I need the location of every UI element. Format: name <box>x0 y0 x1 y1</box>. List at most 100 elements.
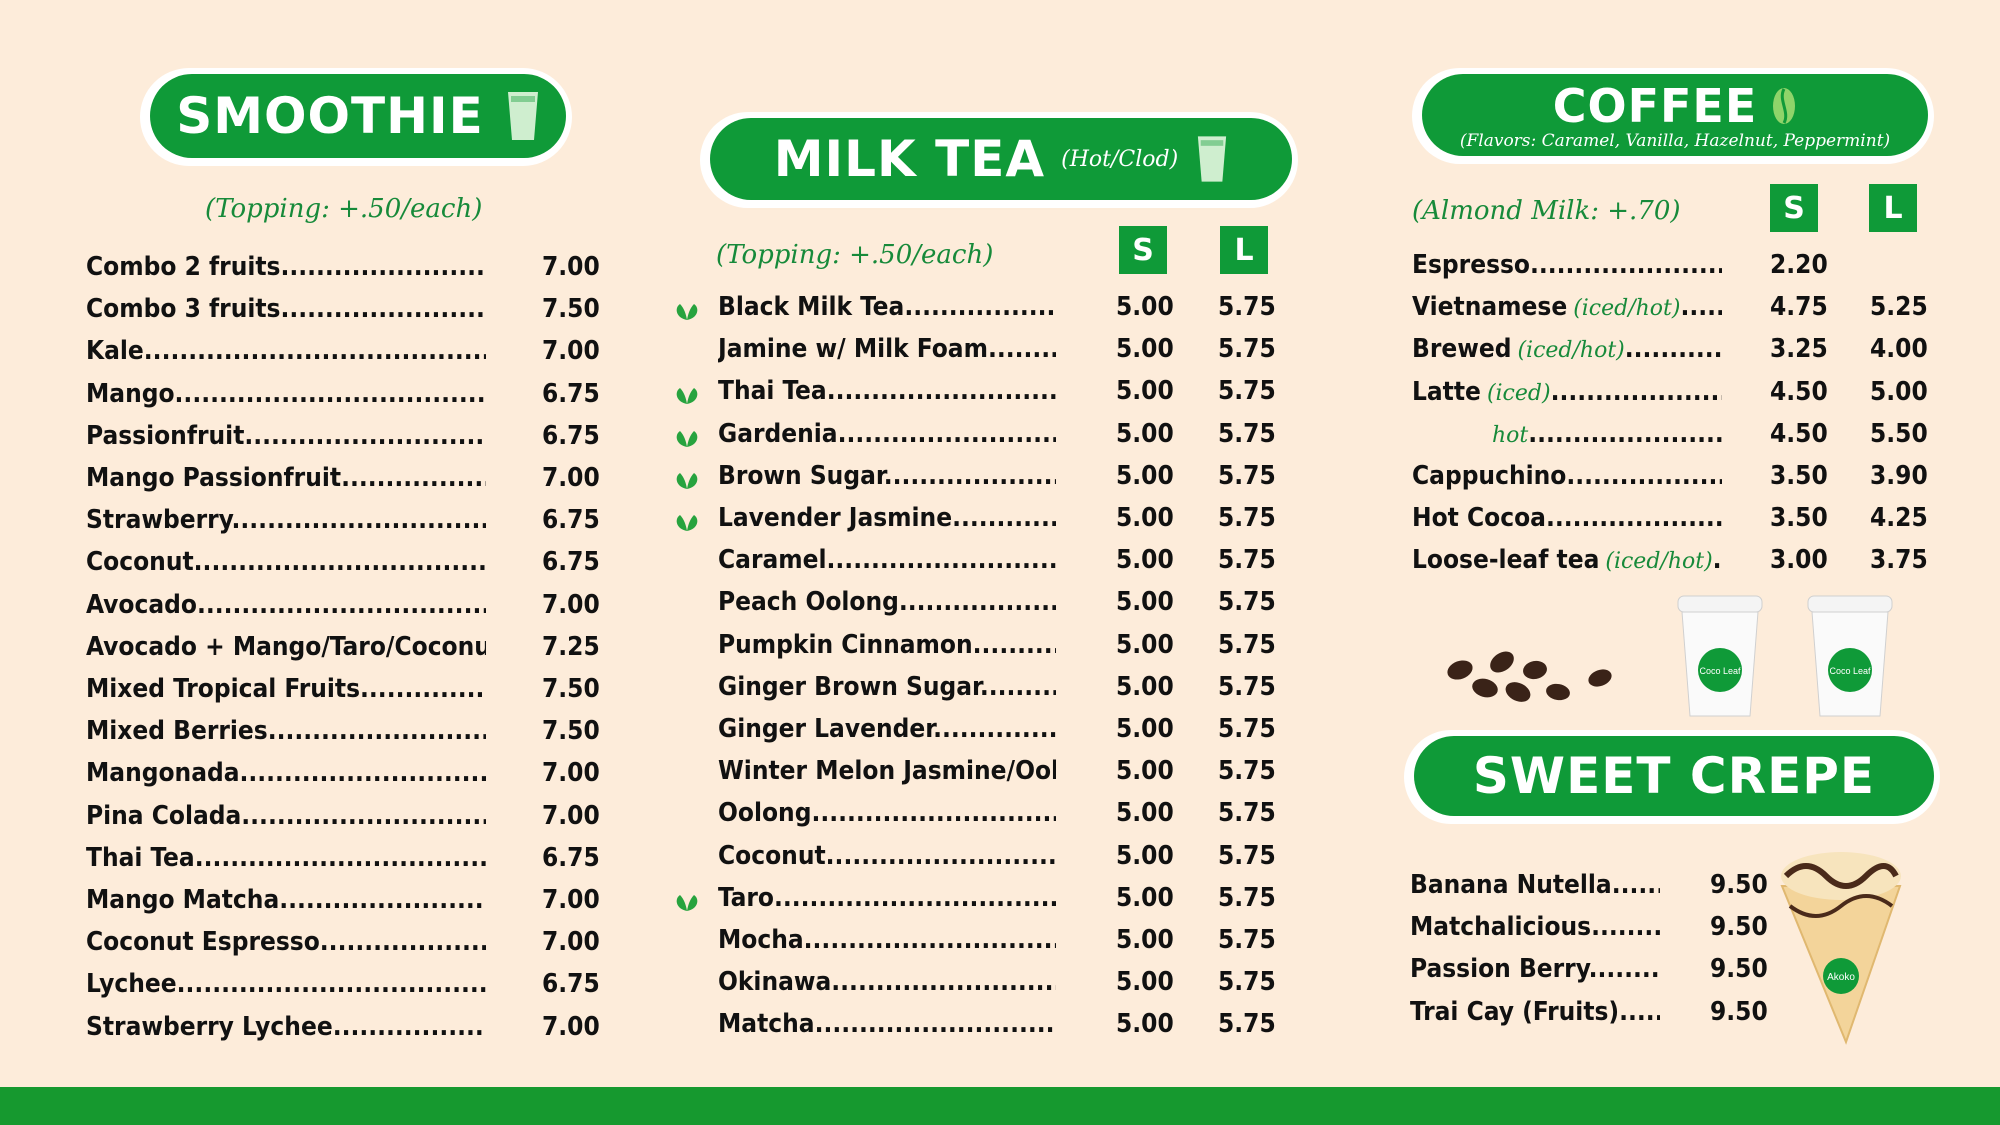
price-small: 5.00 <box>1116 714 1174 744</box>
item-name-text: Avocado + Mango/Taro/Coconut <box>86 631 486 662</box>
leader-dots: ........................................… <box>1680 292 1722 323</box>
item-name: hot.....................................… <box>1412 419 1722 449</box>
item-name-text: Mango Passionfruit <box>86 463 342 493</box>
item-name-text: Mangonada <box>86 758 240 789</box>
item-name-text: Peach Oolong <box>718 587 899 618</box>
price-small: 3.25 <box>1770 334 1828 365</box>
leader-dots: ........................................… <box>826 376 1056 407</box>
price-small: 5.00 <box>1116 587 1174 618</box>
price-large: 4.00 <box>1870 334 1928 365</box>
item-price: 6.75 <box>542 969 600 1000</box>
sweet-crepe-banner: SWEET CREPE <box>1404 730 1940 824</box>
item-price: 7.00 <box>542 758 600 789</box>
price-small: 5.00 <box>1116 1009 1174 1040</box>
price-large: 3.90 <box>1870 461 1928 491</box>
leader-dots: ........................................… <box>1528 418 1722 449</box>
item-price: 7.50 <box>542 294 600 325</box>
item-price: 9.50 <box>1710 870 1768 900</box>
leader-dots: ........................................… <box>987 334 1056 365</box>
item-name-text: Lavender Jasmine <box>718 503 953 533</box>
item-name-text: Strawberry Lychee <box>86 1011 333 1042</box>
price-small: 5.00 <box>1116 503 1174 533</box>
price-large: 5.75 <box>1218 376 1276 407</box>
coffee-bean-icon <box>1773 88 1796 124</box>
item-price: 7.50 <box>542 674 600 704</box>
item-name: Strawberry..............................… <box>86 505 486 535</box>
item-price: 9.50 <box>1710 996 1768 1027</box>
leader-dots: ........................................… <box>1530 250 1722 280</box>
item-name: Strawberry Lychee.......................… <box>86 1012 486 1042</box>
leader-dots: ........................................… <box>1588 954 1660 985</box>
leader-dots: ........................................… <box>883 460 1056 491</box>
item-name-text: Caramel <box>718 545 827 576</box>
price-large: 5.75 <box>1218 840 1276 871</box>
item-name: Matchalicious...........................… <box>1410 912 1660 942</box>
milk-tea-banner: MILK TEA (Hot/Clod) <box>700 112 1298 208</box>
price-small: 5.00 <box>1116 460 1174 491</box>
leaf-icon <box>676 430 698 447</box>
price-large: 5.75 <box>1218 967 1276 998</box>
price-small: 5.00 <box>1116 840 1174 871</box>
coffee-almond-milk: (Almond Milk: +.70) <box>1412 196 1681 226</box>
leader-dots: ........................................… <box>280 294 486 325</box>
item-name-text: Black Milk Tea <box>718 292 905 322</box>
leader-dots: ........................................… <box>1712 545 1722 576</box>
item-name-text: Avocado <box>86 589 197 620</box>
item-name: Lavender Jasmine........................… <box>718 503 1056 533</box>
item-note: (iced/hot) <box>1573 296 1681 322</box>
item-name: Mango Matcha............................… <box>86 885 486 915</box>
leader-dots: ........................................… <box>1550 376 1722 407</box>
leader-dots: ........................................… <box>143 336 486 367</box>
price-large: 5.25 <box>1870 292 1928 323</box>
item-name-text: Mocha <box>718 925 804 955</box>
item-name: Pumpkin Cinnamon........................… <box>718 630 1056 660</box>
item-price: 6.75 <box>542 505 600 536</box>
item-price: 7.00 <box>542 1011 600 1042</box>
price-large: 5.75 <box>1218 503 1276 533</box>
price-small: 5.00 <box>1116 671 1174 702</box>
item-name: Mangonada...............................… <box>86 758 486 788</box>
item-price: 9.50 <box>1710 912 1768 943</box>
coffee-size-small-label: S <box>1770 184 1818 232</box>
price-large: 5.75 <box>1218 671 1276 702</box>
item-name: Peach Oolong............................… <box>718 587 1056 617</box>
price-large: 5.75 <box>1218 925 1276 955</box>
item-name-text: Okinawa <box>718 967 832 998</box>
crepe-brand-text: Akoko <box>1827 972 1855 983</box>
smoothie-topping: (Topping: +.50/each) <box>205 194 483 224</box>
item-name: Mango...................................… <box>86 379 486 409</box>
item-name: Loose-leaf tea(iced/hot)................… <box>1412 545 1722 575</box>
item-name-text: Mango <box>86 378 175 409</box>
item-price: 7.50 <box>542 716 600 747</box>
item-name: Kale....................................… <box>86 336 486 366</box>
leader-dots: ........................................… <box>280 252 486 282</box>
coffee-cup-image: Coco Leaf <box>1807 595 1893 717</box>
price-small: 5.00 <box>1116 376 1174 407</box>
price-large: 5.75 <box>1218 334 1276 365</box>
cup-brand-text: Coco Leaf <box>1829 666 1871 676</box>
item-name-text: Cappuchino <box>1412 461 1567 491</box>
item-name: Lychee..................................… <box>86 969 486 999</box>
milk-tea-subtitle: (Hot/Clod) <box>1061 146 1179 172</box>
item-name-text: Latte <box>1412 376 1481 407</box>
leader-dots: ........................................… <box>1566 461 1722 491</box>
item-note: (iced/hot) <box>1517 338 1625 364</box>
item-name: Black Milk Tea..........................… <box>718 292 1056 322</box>
item-name-text: Espresso <box>1412 250 1530 280</box>
price-large: 5.00 <box>1870 376 1928 407</box>
leaf-icon <box>676 472 698 489</box>
item-price: 7.25 <box>542 631 600 662</box>
leader-dots: ........................................… <box>898 587 1056 618</box>
price-small: 4.75 <box>1770 292 1828 323</box>
item-name-text: Pina Colada <box>86 800 242 831</box>
item-price: 7.00 <box>542 463 600 493</box>
item-name-text: Winter Melon Jasmine/Oolong <box>718 756 1056 787</box>
price-small: 5.00 <box>1116 334 1174 365</box>
item-name-text: Coconut Espresso <box>86 927 320 958</box>
leader-dots: ........................................… <box>811 798 1056 829</box>
leader-dots: ........................................… <box>972 629 1056 660</box>
item-name: Trai Cay (Fruits).......................… <box>1410 997 1660 1027</box>
item-name-text: Combo 3 fruits <box>86 294 281 325</box>
item-name: Espresso................................… <box>1412 250 1722 280</box>
item-name-text: Gardenia <box>718 418 838 449</box>
